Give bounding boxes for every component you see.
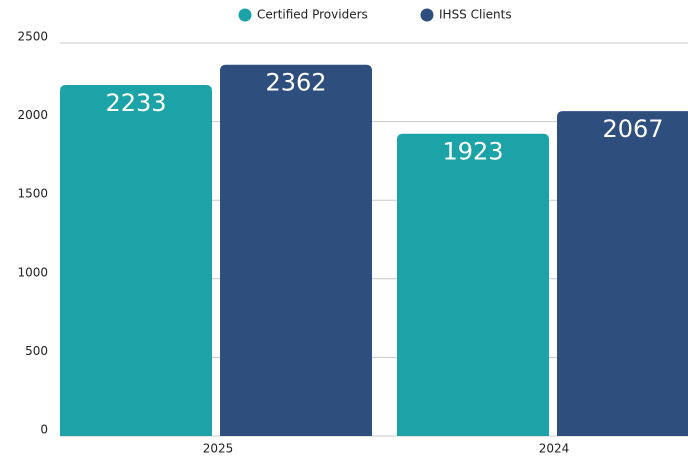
data-label: 2233 (105, 89, 166, 117)
x-tick-label: 2025 (203, 442, 234, 456)
y-tick-label: 1500 (17, 187, 48, 201)
y-tick-label: 0 (40, 423, 48, 437)
data-label: 2067 (602, 115, 663, 143)
legend-swatch (238, 8, 252, 22)
y-tick-label: 2000 (17, 108, 48, 122)
bar (60, 84, 212, 436)
bar (220, 64, 372, 436)
y-tick-label: 1000 (17, 265, 48, 279)
legend-swatch (420, 8, 434, 22)
data-label: 2362 (265, 69, 326, 97)
data-label: 1923 (442, 138, 503, 166)
x-tick-label: 2024 (539, 442, 570, 456)
y-tick-label: 2500 (17, 30, 48, 44)
bar (557, 111, 688, 436)
y-tick-label: 500 (25, 344, 48, 358)
legend-label: Certified Providers (257, 8, 368, 22)
bar (397, 133, 549, 436)
legend-label: IHSS Clients (439, 8, 512, 22)
